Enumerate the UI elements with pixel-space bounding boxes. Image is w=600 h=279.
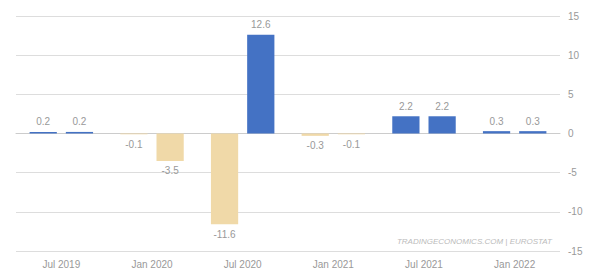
svg-text:0: 0 [568,128,574,139]
svg-text:12.6: 12.6 [251,19,271,30]
svg-text:0.2: 0.2 [72,116,86,127]
svg-text:2.2: 2.2 [399,101,413,112]
svg-text:10: 10 [568,50,580,61]
svg-text:-11.6: -11.6 [214,229,236,240]
svg-text:5: 5 [568,89,574,100]
svg-text:-3.5: -3.5 [161,165,179,176]
svg-text:-0.3: -0.3 [307,140,325,151]
svg-text:-0.1: -0.1 [125,139,143,150]
svg-text:Jan 2020: Jan 2020 [131,259,173,270]
svg-text:Jul 2019: Jul 2019 [42,259,80,270]
svg-text:-5: -5 [568,167,577,178]
svg-text:0.2: 0.2 [36,116,50,127]
svg-text:-0.1: -0.1 [343,139,361,150]
svg-text:-15: -15 [568,246,583,257]
svg-text:2.2: 2.2 [435,101,449,112]
svg-text:-10: -10 [568,206,583,217]
svg-text:15: 15 [568,11,580,22]
svg-text:TRADINGECONOMICS.COM | EUROSTA: TRADINGECONOMICS.COM | EUROSTAT [397,237,553,246]
svg-text:Jan 2022: Jan 2022 [494,259,536,270]
svg-text:Jan 2021: Jan 2021 [313,259,355,270]
svg-text:0.3: 0.3 [526,116,540,127]
svg-text:Jul 2021: Jul 2021 [405,259,443,270]
svg-text:0.3: 0.3 [490,116,504,127]
svg-text:Jul 2020: Jul 2020 [224,259,262,270]
